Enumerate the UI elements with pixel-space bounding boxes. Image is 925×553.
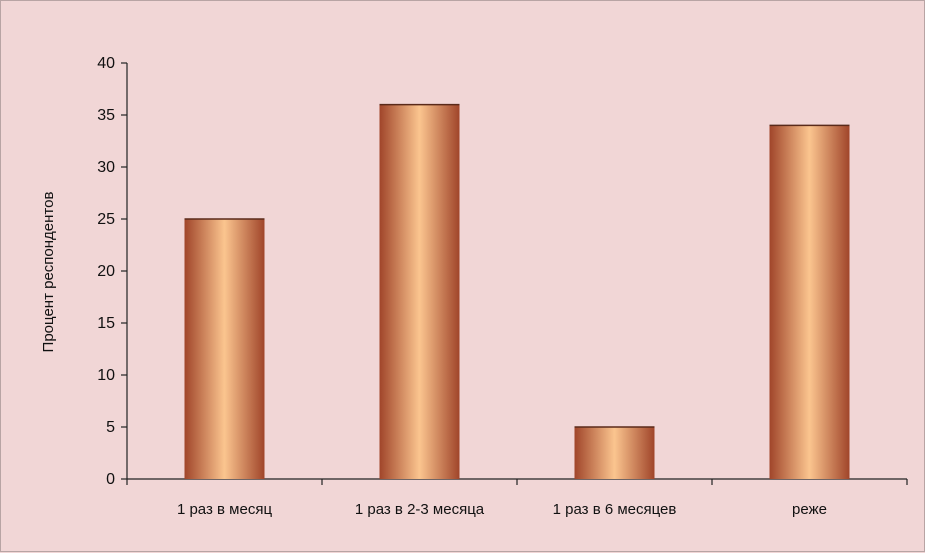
y-tick-label: 30 [97, 159, 115, 176]
labels: 0 5 10 15 20 25 30 35 40 1 раз в месяц 1 раз в 2-3… [97, 55, 827, 518]
y-tick-label: 10 [97, 367, 115, 384]
bar [769, 125, 850, 480]
y-tick-label: 15 [97, 315, 115, 332]
bars [184, 103, 850, 480]
x-category-label: реже [792, 501, 827, 518]
y-axis-title: Процент респондентов [40, 192, 57, 353]
y-tick-label: 5 [106, 419, 115, 436]
x-category-label: 1 раз в месяц [177, 501, 272, 518]
y-tick-label: 35 [97, 107, 115, 124]
bar [184, 219, 265, 479]
y-tick-label: 0 [106, 471, 115, 488]
y-tick-label: 20 [97, 263, 115, 280]
bar [379, 104, 460, 479]
y-tick-label: 25 [97, 211, 115, 228]
y-tick-label: 40 [97, 55, 115, 72]
x-category-label: 1 раз в 6 месяцев [553, 501, 677, 518]
x-category-label: 1 раз в 2-3 месяца [355, 501, 485, 518]
bar [574, 427, 655, 479]
